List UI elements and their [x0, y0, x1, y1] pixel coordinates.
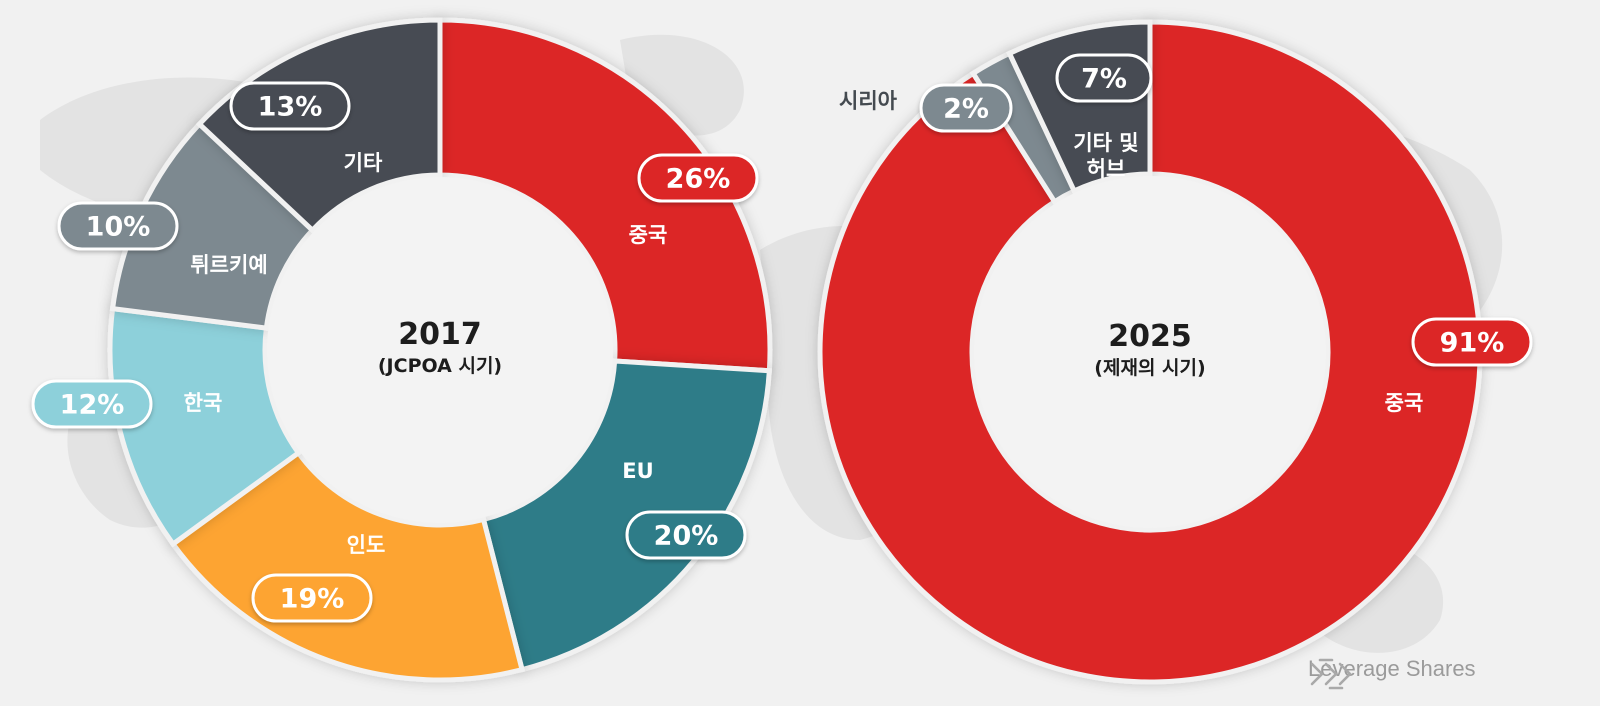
percent-label: 10%: [86, 212, 151, 243]
percent-label: 12%: [60, 390, 125, 421]
percent-pill: 19%: [251, 573, 373, 623]
percent-label: 13%: [258, 92, 323, 123]
percent-label: 7%: [1081, 64, 1127, 95]
percent-label: 91%: [1440, 328, 1505, 359]
donut-slice: [107, 305, 302, 548]
donut-slice: [480, 358, 773, 673]
slice-label: 기타 및 허브: [1073, 131, 1138, 181]
percent-label: 19%: [280, 584, 345, 615]
donut-slice: [437, 17, 773, 374]
slice-label: 기타: [344, 151, 383, 175]
chart-title: 2025: [1108, 319, 1192, 354]
percent-label: 26%: [666, 164, 731, 195]
leverage-shares-logo-icon: [1310, 658, 1352, 690]
brand-name: Leverage Shares: [1308, 656, 1476, 681]
percent-pill: 10%: [57, 201, 179, 251]
donut-2017: 2017 (JCPOA 시기) 중국 EU 인도 한국 튀르키예 기타 26% 20% 19% 12%…: [31, 17, 773, 683]
chart-subtitle: (JCPOA 시기): [378, 355, 502, 377]
percent-pill: 7%: [1055, 53, 1153, 103]
slice-label: 중국: [629, 223, 668, 247]
percent-label: 20%: [654, 521, 719, 552]
percent-pill: 26%: [637, 153, 759, 203]
percent-pill: 20%: [625, 510, 747, 560]
donut-slice: [817, 19, 1483, 685]
percent-pill: 2%: [919, 83, 1013, 133]
slice-label: 한국: [184, 391, 223, 415]
slice-label: 인도: [347, 533, 386, 557]
donut-slice: [169, 449, 526, 683]
slice-label: 중국: [1385, 391, 1424, 415]
percent-pill: 13%: [229, 81, 351, 131]
percent-pill: 91%: [1411, 317, 1533, 367]
chart-subtitle: (제재의 시기): [1094, 357, 1205, 379]
chart-title: 2017: [398, 317, 482, 352]
slice-label: 시리아: [839, 89, 898, 113]
slice-label: EU: [622, 459, 653, 483]
percent-label: 2%: [943, 94, 989, 125]
percent-pill: 12%: [31, 379, 153, 429]
brand-watermark: Leverage Shares: [1308, 656, 1476, 690]
slice-label: 튀르키예: [190, 253, 267, 277]
